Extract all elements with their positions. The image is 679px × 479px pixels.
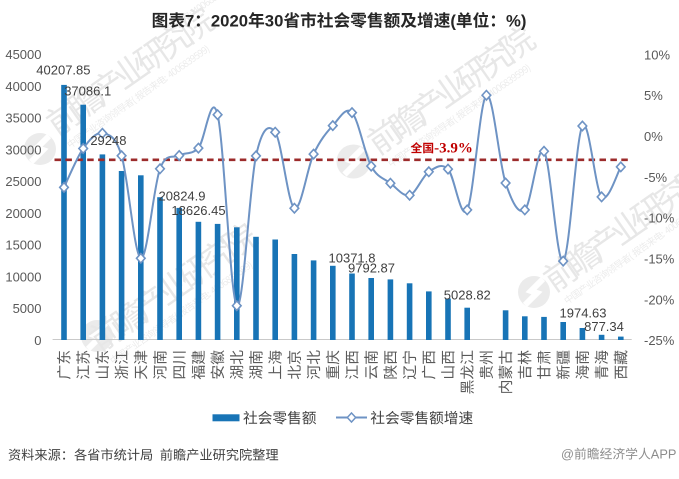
svg-text:0: 0 xyxy=(34,333,41,348)
svg-text:20000: 20000 xyxy=(5,206,41,221)
svg-text:-10%: -10% xyxy=(644,211,675,226)
svg-text:29248: 29248 xyxy=(90,133,126,148)
svg-text:-25%: -25% xyxy=(644,333,675,348)
svg-text:APP: APP xyxy=(651,447,677,462)
svg-text:9792.87: 9792.87 xyxy=(348,260,395,275)
svg-text:10371.8: 10371.8 xyxy=(329,251,376,266)
svg-text:0%: 0% xyxy=(644,129,663,144)
svg-text:35000: 35000 xyxy=(5,111,41,126)
svg-text:20824.9: 20824.9 xyxy=(159,189,206,204)
svg-text:-15%: -15% xyxy=(644,252,675,267)
svg-text:2020: 2020 xyxy=(211,11,248,30)
svg-text:5%: 5% xyxy=(644,88,663,103)
svg-text:5000: 5000 xyxy=(13,301,42,316)
svg-text:37086.1: 37086.1 xyxy=(64,84,111,99)
svg-text:10%: 10% xyxy=(644,47,670,62)
svg-text:1974.63: 1974.63 xyxy=(560,306,607,321)
svg-text:30000: 30000 xyxy=(5,142,41,157)
svg-text:40207.85: 40207.85 xyxy=(36,63,90,78)
svg-text:40000: 40000 xyxy=(5,79,41,94)
svg-text:18626.45: 18626.45 xyxy=(171,203,225,218)
svg-text:(: ( xyxy=(450,11,456,30)
svg-text:15000: 15000 xyxy=(5,238,41,253)
svg-text:45000: 45000 xyxy=(5,47,41,62)
svg-text:-20%: -20% xyxy=(644,292,675,307)
svg-text:@: @ xyxy=(561,447,574,462)
svg-text:-3.9%: -3.9% xyxy=(434,140,473,156)
svg-text:5028.82: 5028.82 xyxy=(444,287,491,302)
svg-text:%): %) xyxy=(506,11,526,30)
svg-text:30: 30 xyxy=(265,11,284,30)
svg-text:-5%: -5% xyxy=(644,170,668,185)
svg-text:10000: 10000 xyxy=(5,269,41,284)
svg-text:25000: 25000 xyxy=(5,174,41,189)
svg-text:7: 7 xyxy=(185,11,194,30)
svg-text:877.34: 877.34 xyxy=(584,319,624,334)
